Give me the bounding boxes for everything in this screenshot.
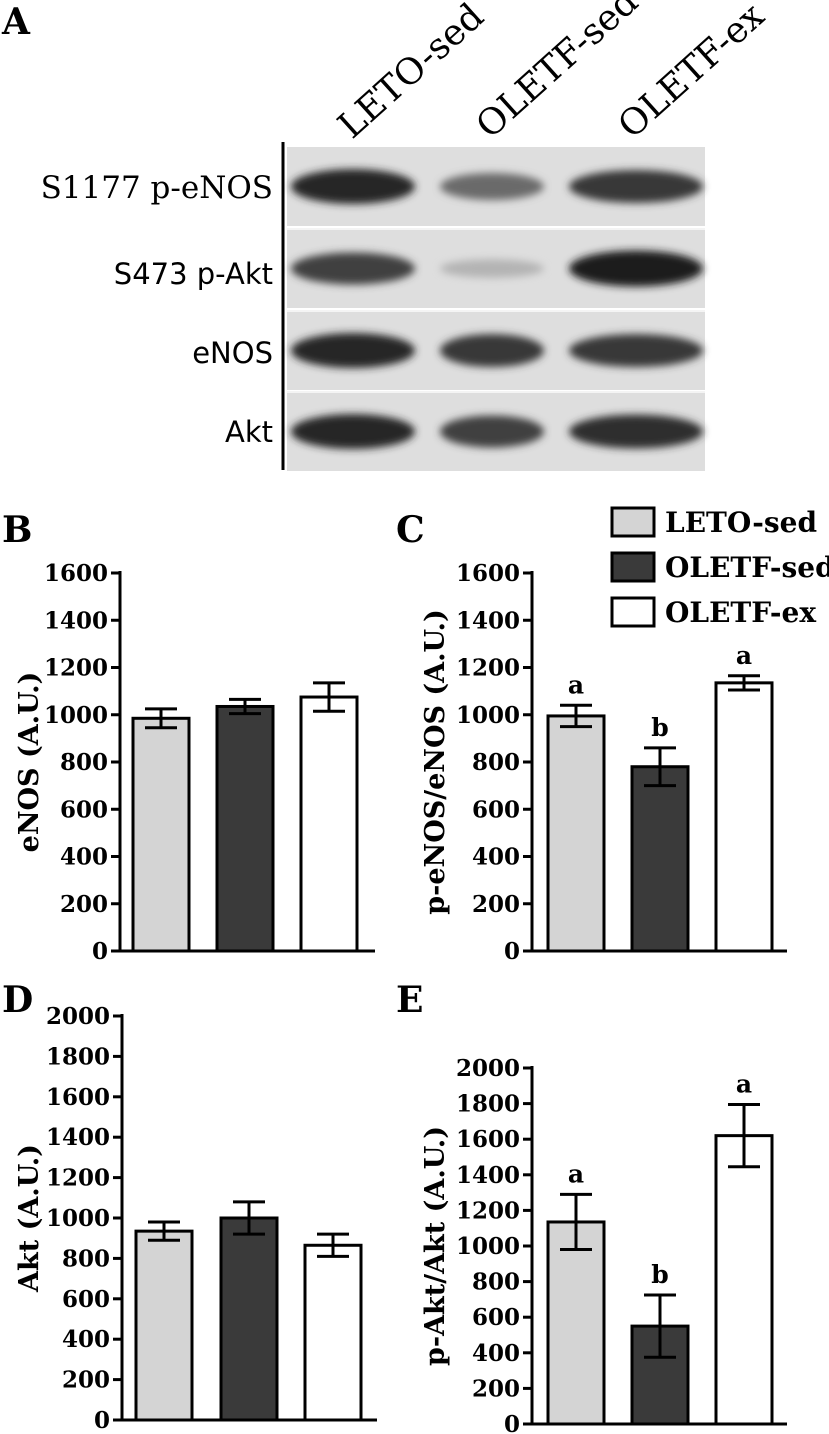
significance-letter: a (568, 1159, 584, 1188)
y-tick-label: 400 (60, 844, 108, 871)
blot-row-label-peNOS: S1177 p-eNOS (41, 170, 273, 206)
y-tick-label: 0 (504, 938, 520, 965)
blot-row-label-eNOS: eNOS (192, 336, 273, 370)
y-tick-label: 1200 (456, 1197, 520, 1224)
blot-band (291, 252, 415, 285)
y-tick-label: 400 (62, 1326, 110, 1353)
y-tick-label: 800 (60, 749, 108, 776)
legend-swatch-oletf-sed (610, 551, 656, 583)
y-tick-label: 0 (504, 1411, 520, 1434)
y-tick-label: 200 (62, 1367, 110, 1394)
significance-letter: a (736, 641, 752, 670)
y-tick-label: 1000 (44, 702, 108, 729)
blot-band (569, 414, 703, 449)
legend-swatch-leto-sed (610, 506, 656, 538)
y-tick-label: 1200 (46, 1165, 110, 1192)
panel-letter-e: E (396, 979, 423, 1021)
y-tick-label: 1600 (456, 1126, 520, 1153)
y-tick-label: 800 (472, 749, 520, 776)
y-tick-label: 800 (472, 1269, 520, 1296)
chart-panel-d: 0 200 400 600 800 1000 1200 1400 1600 1800 2000 Akt… (14, 1003, 377, 1434)
y-tick-label: 1400 (46, 1124, 110, 1151)
y-tick-label: 1600 (46, 1084, 110, 1111)
blot-panel: A LETO-sed OLETF-sed OLETF-ex S1177 p-eN… (1, 0, 772, 471)
blot-band (569, 250, 703, 287)
y-axis-label: p-eNOS/eNOS (A.U.) (420, 609, 451, 914)
y-tick-label: 600 (60, 796, 108, 823)
chart-panel-b: 0 200 400 600 800 1000 1200 1400 1600 eNOS (A.U.) (14, 560, 375, 965)
y-tick-label: 1200 (44, 655, 108, 682)
chart-panel-e: a b a 0 200 400 600 800 1000 1200 1400 1600 1800 2000… (420, 1055, 787, 1434)
blot-band (569, 334, 703, 367)
y-tick-label: 600 (472, 796, 520, 823)
y-tick-label: 200 (472, 891, 520, 918)
y-tick-label: 1400 (44, 607, 108, 634)
legend: LETO-sed OLETF-sed OLETF-ex (610, 506, 829, 629)
panel-letter-b: B (2, 509, 32, 551)
blot-band (440, 415, 544, 448)
bar-leto-sed (546, 714, 606, 953)
y-tick-label: 2000 (46, 1003, 110, 1030)
y-tick-label: 800 (62, 1245, 110, 1272)
y-tick-label: 200 (472, 1375, 520, 1402)
y-tick-label: 1600 (44, 560, 108, 587)
blot-band (440, 259, 544, 278)
panel-letter-d: D (2, 979, 33, 1021)
y-tick-label: 1000 (46, 1205, 110, 1232)
blot-band (291, 169, 415, 204)
bar-oletf-sed (215, 704, 275, 953)
bar-leto-sed (546, 1220, 606, 1426)
lane-label-3: OLETF-ex (611, 0, 773, 147)
bar-oletf-ex (299, 695, 359, 953)
charts: 0 200 400 600 800 1000 1200 1400 1600 eNOS (A.U.)… (14, 560, 787, 1434)
y-tick-label: 600 (472, 1304, 520, 1331)
y-axis-label: p-Akt/Akt (A.U.) (420, 1126, 451, 1366)
blot-band (440, 173, 544, 200)
legend-swatch-oletf-ex (610, 596, 656, 628)
y-tick-label: 400 (472, 1340, 520, 1367)
bar-oletf-ex (303, 1243, 363, 1422)
blot-band (569, 170, 703, 203)
y-tick-label: 1200 (456, 655, 520, 682)
significance-letter: a (568, 670, 584, 699)
panel-letter-a: A (1, 1, 31, 43)
blot-band (291, 414, 415, 449)
legend-label-oletf-sed: OLETF-sed (665, 551, 829, 584)
y-axis-label: eNOS (A.U.) (14, 672, 45, 853)
y-tick-label: 1000 (456, 1233, 520, 1260)
y-tick-label: 1800 (456, 1091, 520, 1118)
y-tick-label: 0 (94, 1407, 110, 1434)
panel-letter-c: C (396, 509, 425, 551)
y-tick-label: 1000 (456, 702, 520, 729)
bar-oletf-ex (714, 681, 774, 953)
y-tick-label: 600 (62, 1286, 110, 1313)
blot-row-label-pAkt: S473 p-Akt (114, 257, 273, 291)
significance-letter: a (736, 1069, 752, 1098)
significance-letter: b (651, 1260, 668, 1289)
y-tick-label: 400 (472, 844, 520, 871)
lane-label-1: LETO-sed (331, 0, 492, 147)
bar-leto-sed (131, 716, 191, 953)
significance-letter: b (651, 713, 668, 742)
blot-band (440, 334, 544, 367)
bar-oletf-sed (219, 1216, 279, 1422)
bar-leto-sed (134, 1229, 194, 1422)
blot-row-label-Akt: Akt (225, 415, 273, 449)
blot-rows (287, 147, 705, 471)
y-tick-label: 1400 (456, 607, 520, 634)
legend-label-leto-sed: LETO-sed (665, 506, 817, 539)
bar-oletf-sed (630, 765, 690, 953)
legend-label-oletf-ex: OLETF-ex (665, 596, 816, 629)
blot-band (291, 333, 415, 368)
y-tick-label: 200 (60, 891, 108, 918)
y-axis-label: Akt (A.U.) (14, 1144, 45, 1293)
y-tick-label: 1600 (456, 560, 520, 587)
bar-oletf-ex (714, 1134, 774, 1426)
y-tick-label: 1800 (46, 1043, 110, 1070)
y-tick-label: 1400 (456, 1162, 520, 1189)
chart-panel-c: a b a 0 200 400 600 800 1000 1200 1400 1600p-eNOS/e… (420, 560, 787, 965)
y-tick-label: 2000 (456, 1055, 520, 1082)
y-tick-label: 0 (92, 938, 108, 965)
